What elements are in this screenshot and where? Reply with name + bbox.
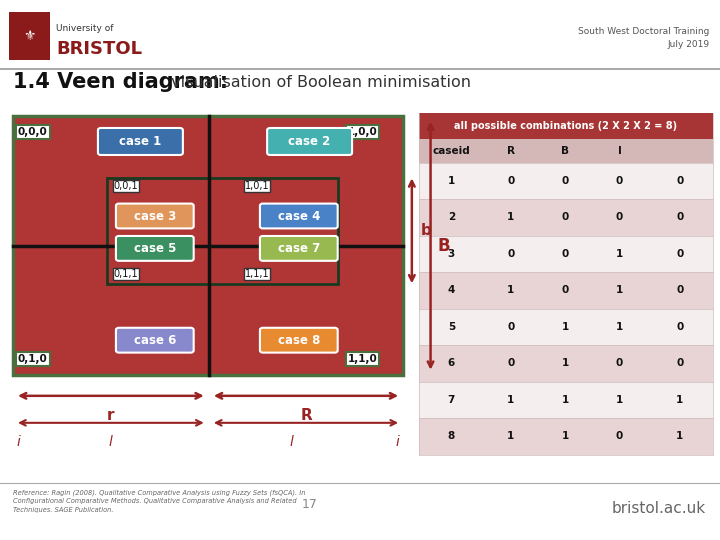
Text: i: i xyxy=(395,435,400,449)
Text: ⚜: ⚜ xyxy=(23,29,36,43)
Text: l: l xyxy=(109,435,113,449)
Text: R: R xyxy=(300,408,312,423)
Text: South West Doctoral Training
July 2019: South West Doctoral Training July 2019 xyxy=(578,26,709,49)
Bar xyxy=(9,12,50,60)
Text: 0: 0 xyxy=(562,176,569,186)
Text: 0: 0 xyxy=(507,176,515,186)
Bar xyxy=(419,199,713,235)
Text: b: b xyxy=(420,224,431,238)
Text: 0: 0 xyxy=(676,176,683,186)
Text: 5: 5 xyxy=(448,322,455,332)
Text: 17: 17 xyxy=(302,498,318,511)
Text: 1: 1 xyxy=(448,176,455,186)
Text: 0: 0 xyxy=(507,359,515,368)
Text: 1,1,0: 1,1,0 xyxy=(348,354,377,364)
Text: 1: 1 xyxy=(616,395,623,405)
FancyBboxPatch shape xyxy=(116,204,194,228)
Text: 2: 2 xyxy=(448,212,455,222)
Text: 8: 8 xyxy=(448,431,455,441)
Text: 0: 0 xyxy=(507,322,515,332)
Text: case 1: case 1 xyxy=(120,135,161,148)
Text: 1: 1 xyxy=(507,212,515,222)
Text: 1: 1 xyxy=(676,395,683,405)
Text: 1: 1 xyxy=(507,285,515,295)
Text: 7: 7 xyxy=(448,395,455,405)
Text: 1: 1 xyxy=(676,431,683,441)
FancyBboxPatch shape xyxy=(260,204,338,228)
Bar xyxy=(419,345,713,382)
Text: R: R xyxy=(507,146,515,156)
Text: B: B xyxy=(438,237,451,255)
Text: 0: 0 xyxy=(676,285,683,295)
Text: 0: 0 xyxy=(676,249,683,259)
Text: caseid: caseid xyxy=(433,146,470,156)
Text: bristol.ac.uk: bristol.ac.uk xyxy=(611,501,706,516)
Text: 1: 1 xyxy=(562,359,569,368)
Text: University of: University of xyxy=(56,24,114,32)
FancyBboxPatch shape xyxy=(267,128,352,155)
Text: 3: 3 xyxy=(448,249,455,259)
Text: 0: 0 xyxy=(507,249,515,259)
Text: Reference: Ragin (2008). Qualitative Comparative Analysis using Fuzzy Sets (fsQC: Reference: Ragin (2008). Qualitative Com… xyxy=(13,489,305,513)
Text: 0,0,0: 0,0,0 xyxy=(18,127,48,137)
Bar xyxy=(419,235,713,272)
Text: BRISTOL: BRISTOL xyxy=(56,39,142,58)
Text: 0: 0 xyxy=(616,212,623,222)
Text: 0: 0 xyxy=(676,359,683,368)
Bar xyxy=(419,139,713,163)
Text: 1,0,1: 1,0,1 xyxy=(245,181,269,191)
Text: 1: 1 xyxy=(616,285,623,295)
Bar xyxy=(13,116,403,375)
Text: 0: 0 xyxy=(562,249,569,259)
Bar xyxy=(419,113,713,139)
Text: all possible combinations (2 X 2 X 2 = 8): all possible combinations (2 X 2 X 2 = 8… xyxy=(454,122,678,131)
FancyBboxPatch shape xyxy=(116,236,194,261)
Text: 6: 6 xyxy=(448,359,455,368)
Text: 1,0,0: 1,0,0 xyxy=(348,127,377,137)
FancyBboxPatch shape xyxy=(260,328,338,353)
FancyBboxPatch shape xyxy=(260,236,338,261)
Bar xyxy=(419,418,713,455)
Text: case 7: case 7 xyxy=(278,242,320,255)
Text: case 4: case 4 xyxy=(278,210,320,222)
Text: 0,1,1: 0,1,1 xyxy=(114,269,138,279)
Text: I: I xyxy=(618,146,621,156)
Text: case 8: case 8 xyxy=(278,334,320,347)
FancyBboxPatch shape xyxy=(116,328,194,353)
Text: 0,1,0: 0,1,0 xyxy=(18,354,48,364)
Text: 1: 1 xyxy=(562,322,569,332)
Text: 0: 0 xyxy=(616,359,623,368)
Text: 1: 1 xyxy=(562,395,569,405)
Text: 1,1,1: 1,1,1 xyxy=(245,269,269,279)
Text: 1: 1 xyxy=(562,431,569,441)
FancyBboxPatch shape xyxy=(98,128,183,155)
Text: B: B xyxy=(561,146,570,156)
Text: 0: 0 xyxy=(616,431,623,441)
Text: case 6: case 6 xyxy=(134,334,176,347)
Bar xyxy=(419,309,713,345)
Bar xyxy=(107,178,338,284)
Text: r: r xyxy=(107,408,114,423)
Bar xyxy=(419,163,713,199)
Text: 0: 0 xyxy=(676,322,683,332)
Text: case 2: case 2 xyxy=(289,135,330,148)
Text: 0: 0 xyxy=(562,285,569,295)
Text: 0: 0 xyxy=(676,212,683,222)
Text: 0: 0 xyxy=(562,212,569,222)
Bar xyxy=(419,272,713,309)
Text: 1: 1 xyxy=(507,431,515,441)
Text: case 5: case 5 xyxy=(134,242,176,255)
Text: 4: 4 xyxy=(448,285,455,295)
Text: 1: 1 xyxy=(616,249,623,259)
Text: i: i xyxy=(17,435,21,449)
Text: 0: 0 xyxy=(616,176,623,186)
Text: 1: 1 xyxy=(616,322,623,332)
Bar xyxy=(419,382,713,418)
Text: visualisation of Boolean minimisation: visualisation of Boolean minimisation xyxy=(166,75,471,90)
Text: 1.4 Veen diagram:: 1.4 Veen diagram: xyxy=(13,72,228,92)
Text: 1: 1 xyxy=(507,395,515,405)
Text: 0,0,1: 0,0,1 xyxy=(114,181,138,191)
Text: case 3: case 3 xyxy=(134,210,176,222)
Text: l: l xyxy=(289,435,294,449)
